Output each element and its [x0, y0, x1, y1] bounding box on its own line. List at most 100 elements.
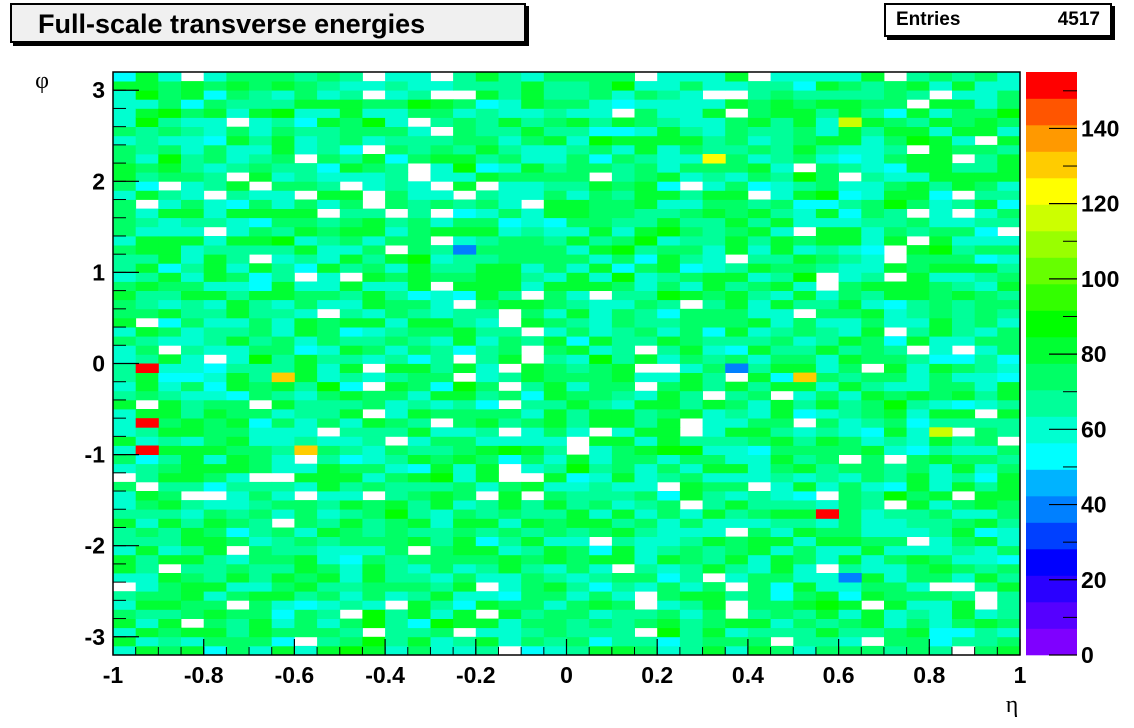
heatmap-cell — [566, 81, 590, 91]
heatmap-cell — [453, 199, 477, 209]
heatmap-cell — [997, 618, 1021, 629]
heatmap-cell — [679, 172, 703, 182]
heatmap-cell — [838, 618, 862, 629]
heatmap-cell — [317, 645, 341, 656]
heatmap-cell — [589, 481, 613, 492]
heatmap-cell — [453, 536, 477, 547]
heatmap-cell — [997, 636, 1021, 647]
heatmap-cell — [203, 208, 227, 219]
heatmap-cell — [747, 609, 771, 619]
heatmap-cell — [997, 172, 1021, 182]
heatmap-cell — [634, 308, 658, 319]
heatmap-cell — [294, 318, 318, 328]
heatmap-cell — [249, 536, 273, 547]
heatmap-cell — [203, 318, 227, 328]
heatmap-cell — [135, 454, 159, 465]
heatmap-cell — [271, 336, 295, 346]
heatmap-cell — [725, 263, 749, 273]
heatmap-cell — [407, 99, 431, 109]
heatmap-cell — [430, 427, 454, 437]
heatmap-cell — [362, 390, 386, 401]
heatmap-cell — [475, 536, 499, 547]
heatmap-cell — [861, 90, 885, 100]
heatmap-cell — [158, 72, 182, 82]
heatmap-cell — [815, 582, 839, 592]
heatmap-cell — [521, 427, 545, 437]
heatmap-cell — [453, 236, 477, 246]
heatmap-cell — [793, 354, 817, 364]
heatmap-cell — [815, 318, 839, 328]
heatmap-cell — [339, 117, 363, 127]
heatmap-cell — [158, 627, 182, 638]
heatmap-cell — [181, 108, 205, 118]
heatmap-cell — [566, 181, 590, 191]
heatmap-cell — [838, 409, 862, 419]
heatmap-cell — [929, 381, 953, 392]
heatmap-cell — [407, 208, 431, 219]
heatmap-cell — [793, 518, 817, 528]
heatmap-cell — [385, 627, 409, 638]
heatmap-cell — [113, 126, 137, 137]
heatmap-cell — [747, 418, 771, 428]
heatmap-cell — [929, 72, 953, 82]
heatmap-cell — [339, 427, 363, 437]
heatmap-cell — [702, 226, 726, 237]
palette-band — [1026, 363, 1077, 391]
heatmap-cell — [521, 163, 545, 173]
heatmap-cell — [317, 463, 341, 474]
heatmap-cell — [294, 354, 318, 364]
heatmap-cell — [566, 418, 590, 428]
heatmap-cell — [475, 372, 499, 383]
heatmap-cell — [702, 163, 726, 173]
heatmap-cell — [702, 399, 726, 410]
heatmap-cell — [861, 481, 885, 492]
heatmap-cell — [475, 463, 499, 474]
heatmap-cell — [974, 563, 998, 574]
heatmap-cell — [430, 308, 454, 319]
heatmap-cell — [702, 299, 726, 310]
heatmap-cell — [543, 372, 567, 383]
heatmap-cell — [838, 199, 862, 209]
heatmap-cell — [158, 418, 182, 428]
heatmap-cell — [747, 163, 771, 173]
palette-band — [1026, 628, 1077, 656]
heatmap-cell — [271, 245, 295, 255]
heatmap-cell — [385, 463, 409, 474]
heatmap-cell — [453, 500, 477, 510]
heatmap-cell — [362, 99, 386, 109]
heatmap-cell — [566, 409, 590, 419]
heatmap-cell — [385, 354, 409, 364]
heatmap-cell — [997, 199, 1021, 209]
heatmap-cell — [725, 308, 749, 319]
heatmap-cell — [407, 527, 431, 537]
heatmap-cell — [815, 536, 839, 547]
heatmap-cell — [543, 390, 567, 401]
heatmap-cell — [657, 509, 681, 519]
heatmap-cell — [634, 645, 658, 656]
heatmap-cell — [317, 345, 341, 355]
heatmap-cell — [770, 500, 794, 510]
heatmap-cell — [566, 99, 590, 109]
heatmap-cell — [929, 518, 953, 528]
heatmap-cell — [838, 418, 862, 428]
heatmap-cell — [974, 463, 998, 474]
heatmap-cell — [589, 491, 613, 501]
heatmap-cell — [634, 509, 658, 519]
heatmap-cell — [657, 135, 681, 146]
heatmap-cell — [113, 591, 137, 601]
heatmap-cell — [475, 600, 499, 610]
heatmap-cell — [566, 345, 590, 355]
heatmap-cell — [226, 627, 250, 638]
heatmap-cell — [770, 144, 794, 155]
heatmap-cell — [385, 390, 409, 401]
heatmap-cell — [475, 345, 499, 355]
heatmap-cell — [861, 390, 885, 401]
heatmap-cell — [793, 500, 817, 510]
heatmap-cell — [793, 609, 817, 619]
heatmap-cell — [226, 636, 250, 647]
heatmap-cell — [702, 563, 726, 574]
heatmap-cell — [906, 463, 930, 474]
heatmap-cell — [362, 263, 386, 273]
heatmap-cell — [725, 117, 749, 127]
heatmap-cell — [702, 99, 726, 109]
